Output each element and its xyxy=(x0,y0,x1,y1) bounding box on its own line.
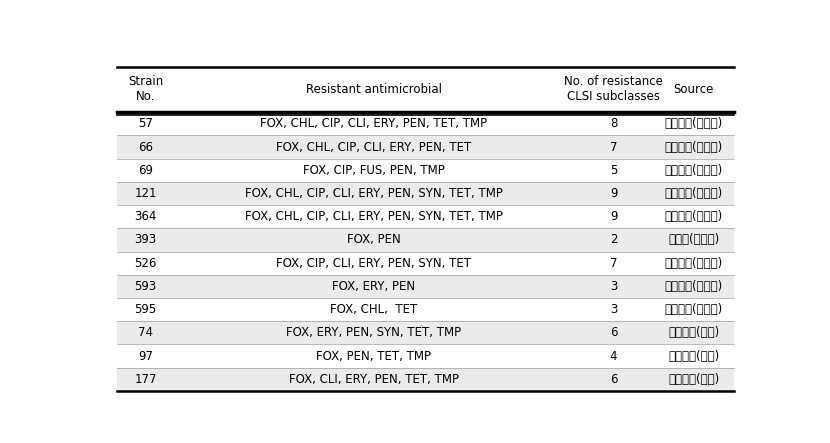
Text: FOX, CHL, CIP, CLI, ERY, PEN, TET, TMP: FOX, CHL, CIP, CLI, ERY, PEN, TET, TMP xyxy=(261,117,487,130)
Text: 돼지고기(국내산): 돼지고기(국내산) xyxy=(665,303,723,316)
Text: 8: 8 xyxy=(610,117,618,130)
Text: 돼지고기(국내산): 돼지고기(국내산) xyxy=(665,187,723,200)
Text: FOX, CLI, ERY, PEN, TET, TMP: FOX, CLI, ERY, PEN, TET, TMP xyxy=(289,373,459,386)
Text: 177: 177 xyxy=(134,373,157,386)
Text: FOX, PEN, TET, TMP: FOX, PEN, TET, TMP xyxy=(316,350,432,362)
Text: 74: 74 xyxy=(138,326,153,339)
Text: 7: 7 xyxy=(610,140,618,154)
Text: 돼지고기(수입): 돼지고기(수입) xyxy=(668,326,720,339)
Text: 돼지고기(국내산): 돼지고기(국내산) xyxy=(665,256,723,270)
Bar xyxy=(116,205,735,228)
Text: 69: 69 xyxy=(138,164,153,177)
Text: FOX, CHL, CIP, CLI, ERY, PEN, SYN, TET, TMP: FOX, CHL, CIP, CLI, ERY, PEN, SYN, TET, … xyxy=(245,210,503,223)
Text: 2: 2 xyxy=(610,233,618,246)
Text: No. of resistance
CLSI subclasses: No. of resistance CLSI subclasses xyxy=(564,75,663,104)
Bar xyxy=(116,136,735,159)
Text: 9: 9 xyxy=(610,187,618,200)
Bar xyxy=(116,182,735,205)
Text: 393: 393 xyxy=(134,233,157,246)
Bar xyxy=(116,275,735,298)
Bar xyxy=(116,67,735,112)
Text: 3: 3 xyxy=(610,280,618,293)
Text: 돼지고기(국내산): 돼지고기(국내산) xyxy=(665,164,723,177)
Text: 7: 7 xyxy=(610,256,618,270)
Text: FOX, CIP, FUS, PEN, TMP: FOX, CIP, FUS, PEN, TMP xyxy=(303,164,445,177)
Text: 3: 3 xyxy=(610,303,618,316)
Text: 66: 66 xyxy=(138,140,153,154)
Text: FOX, ERY, PEN: FOX, ERY, PEN xyxy=(332,280,416,293)
Text: 6: 6 xyxy=(610,326,618,339)
Text: FOX, CHL,  TET: FOX, CHL, TET xyxy=(330,303,417,316)
Text: FOX, CIP, CLI, ERY, PEN, SYN, TET: FOX, CIP, CLI, ERY, PEN, SYN, TET xyxy=(276,256,471,270)
Bar xyxy=(116,344,735,368)
Text: 돼지고기(수입): 돼지고기(수입) xyxy=(668,350,720,362)
Bar xyxy=(116,368,735,391)
Text: 돼지고기(국내산): 돼지고기(국내산) xyxy=(665,280,723,293)
Bar xyxy=(116,112,735,136)
Text: 526: 526 xyxy=(134,256,157,270)
Text: 돼지고기(국내산): 돼지고기(국내산) xyxy=(665,140,723,154)
Bar xyxy=(116,298,735,321)
Bar xyxy=(116,228,735,252)
Text: 593: 593 xyxy=(134,280,157,293)
Text: Resistant antimicrobial: Resistant antimicrobial xyxy=(306,83,442,96)
Text: 97: 97 xyxy=(138,350,153,362)
Text: 소고기(국내산): 소고기(국내산) xyxy=(668,233,720,246)
Text: 돼지고기(수입): 돼지고기(수입) xyxy=(668,373,720,386)
Text: 364: 364 xyxy=(134,210,157,223)
Bar xyxy=(116,321,735,344)
Text: FOX, ERY, PEN, SYN, TET, TMP: FOX, ERY, PEN, SYN, TET, TMP xyxy=(286,326,461,339)
Text: FOX, CHL, CIP, CLI, ERY, PEN, TET: FOX, CHL, CIP, CLI, ERY, PEN, TET xyxy=(276,140,471,154)
Bar xyxy=(116,252,735,275)
Text: 9: 9 xyxy=(610,210,618,223)
Text: 돼지고기(국내산): 돼지고기(국내산) xyxy=(665,210,723,223)
Text: 5: 5 xyxy=(610,164,618,177)
Text: 6: 6 xyxy=(610,373,618,386)
Text: 121: 121 xyxy=(134,187,157,200)
Text: FOX, PEN: FOX, PEN xyxy=(347,233,401,246)
Bar xyxy=(116,159,735,182)
Text: 595: 595 xyxy=(134,303,157,316)
Text: 돼지고기(국내산): 돼지고기(국내산) xyxy=(665,117,723,130)
Text: 57: 57 xyxy=(138,117,153,130)
Text: Source: Source xyxy=(674,83,714,96)
Text: Strain
No.: Strain No. xyxy=(128,75,164,104)
Text: 4: 4 xyxy=(610,350,618,362)
Text: FOX, CHL, CIP, CLI, ERY, PEN, SYN, TET, TMP: FOX, CHL, CIP, CLI, ERY, PEN, SYN, TET, … xyxy=(245,187,503,200)
